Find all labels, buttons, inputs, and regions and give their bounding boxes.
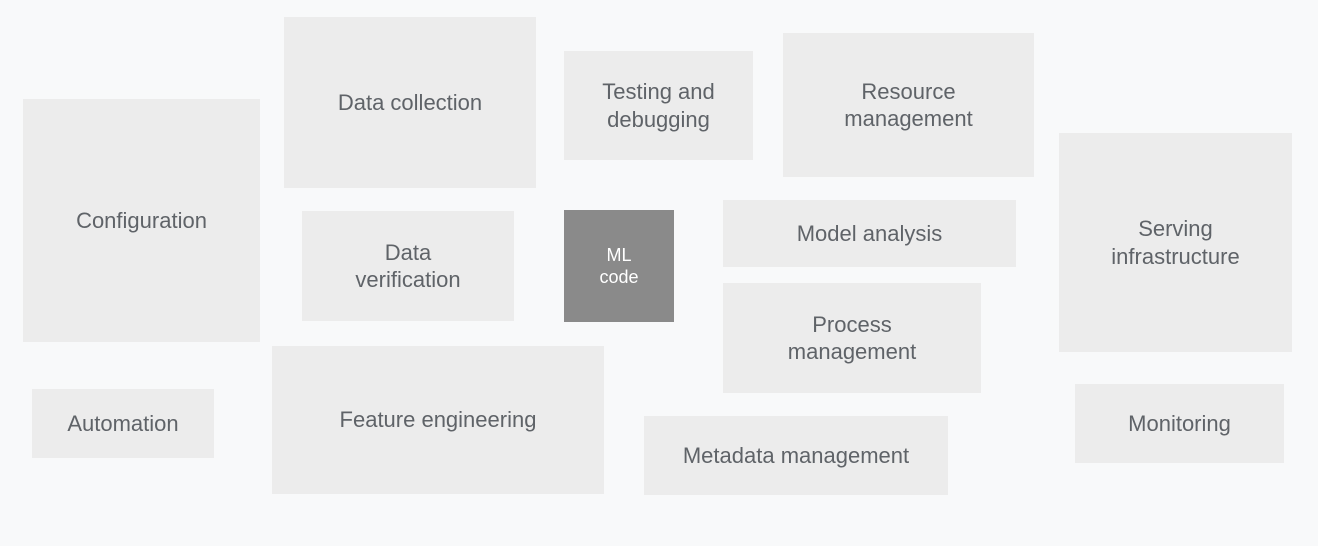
box-metadata-management: Metadata management: [644, 416, 948, 495]
box-serving-infrastructure: Serving infrastructure: [1059, 133, 1292, 352]
box-data-collection: Data collection: [284, 17, 536, 188]
box-automation: Automation: [32, 389, 214, 458]
box-configuration: Configuration: [23, 99, 260, 342]
box-data-verification: Data verification: [302, 211, 514, 321]
box-ml-code: ML code: [564, 210, 674, 322]
box-monitoring: Monitoring: [1075, 384, 1284, 463]
box-feature-engineering: Feature engineering: [272, 346, 604, 494]
box-testing-debugging: Testing and debugging: [564, 51, 753, 160]
box-process-management: Process management: [723, 283, 981, 393]
box-model-analysis: Model analysis: [723, 200, 1016, 267]
ml-system-components-diagram: Configuration Automation Data collection Da…: [0, 0, 1318, 546]
box-resource-management: Resource management: [783, 33, 1034, 177]
